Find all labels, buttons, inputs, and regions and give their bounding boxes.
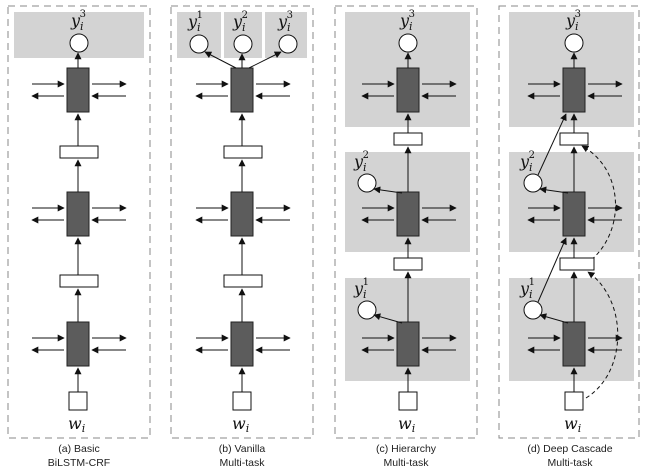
- caption-line-2: Multi-task: [220, 457, 266, 469]
- connector-box: [393, 132, 423, 146]
- input-box: [564, 391, 584, 411]
- lstm-block: [396, 321, 420, 367]
- caption-line-1: (c) Hierarchy: [376, 443, 437, 455]
- connector-box: [223, 145, 263, 159]
- connector-box: [223, 274, 263, 288]
- input-label: wi: [232, 414, 249, 435]
- panel-basic: yi3 wi (a) Basic BiLSTM-CRF: [7, 5, 151, 469]
- output-label: yi3: [277, 10, 293, 34]
- connector-box: [393, 257, 423, 271]
- output-label: yi3: [399, 9, 415, 33]
- input-label: wi: [564, 414, 581, 435]
- lstm-to-output-arrow: [539, 313, 569, 324]
- lstm-to-output-arrow: [373, 186, 403, 194]
- caption-line-1: (d) Deep Cascade: [527, 443, 612, 455]
- lstm-block: [66, 67, 90, 113]
- output-node: [564, 33, 584, 53]
- lstm-block: [66, 191, 90, 237]
- caption-line-2: Multi-task: [548, 457, 594, 469]
- output-node: [189, 34, 209, 54]
- lstm-block: [562, 67, 586, 113]
- output-node: [233, 34, 253, 54]
- lstm-block: [230, 321, 254, 367]
- skip-connection-dashed: [585, 271, 619, 399]
- input-box: [398, 391, 418, 411]
- caption-line-1: (a) Basic: [58, 443, 99, 455]
- lstm-to-output-arrow: [539, 186, 569, 194]
- lstm-to-output-arrow: [373, 313, 403, 324]
- panel-vanilla: yi1 yi2 yi3 wi: [170, 5, 314, 469]
- output-label: yi1: [519, 277, 535, 301]
- input-box: [68, 391, 88, 411]
- lstm-to-output-arrow: [204, 51, 237, 69]
- input-label: wi: [68, 414, 85, 435]
- lstm-block: [396, 67, 420, 113]
- connector-box: [559, 257, 595, 271]
- caption-line-2: Multi-task: [384, 457, 430, 469]
- input-label: wi: [398, 414, 415, 435]
- panel-cascade: yi3 yi2 yi1: [498, 5, 640, 469]
- output-node: [357, 300, 377, 320]
- output-label: yi2: [353, 150, 369, 174]
- output-node: [523, 173, 543, 193]
- connector-box: [59, 145, 99, 159]
- panel-hierarchy: yi3 yi2 yi1: [334, 5, 478, 469]
- panel-frame: [498, 5, 640, 439]
- output-node: [523, 300, 543, 320]
- lstm-block: [562, 191, 586, 237]
- lstm-to-output-arrow: [248, 51, 282, 69]
- lstm-block: [230, 191, 254, 237]
- caption-line-2: BiLSTM-CRF: [48, 457, 110, 469]
- output-node: [398, 33, 418, 53]
- cascade-output-arrow: [537, 113, 567, 176]
- caption-line-1: (b) Vanilla: [219, 443, 266, 455]
- output-node: [278, 34, 298, 54]
- output-label: yi3: [565, 9, 581, 33]
- output-node: [69, 33, 89, 53]
- input-box: [232, 391, 252, 411]
- cascade-output-arrow: [537, 237, 567, 303]
- connector-box: [59, 274, 99, 288]
- lstm-block: [230, 67, 254, 113]
- lstm-block: [396, 191, 420, 237]
- output-label: yi2: [519, 150, 535, 174]
- lstm-block: [66, 321, 90, 367]
- connector-box: [559, 132, 589, 146]
- skip-connection-dashed: [581, 145, 616, 265]
- output-node: [357, 173, 377, 193]
- output-label: yi3: [70, 9, 86, 33]
- output-label: yi2: [232, 10, 248, 34]
- lstm-block: [562, 321, 586, 367]
- output-label: yi1: [353, 277, 369, 301]
- output-label: yi1: [187, 10, 203, 34]
